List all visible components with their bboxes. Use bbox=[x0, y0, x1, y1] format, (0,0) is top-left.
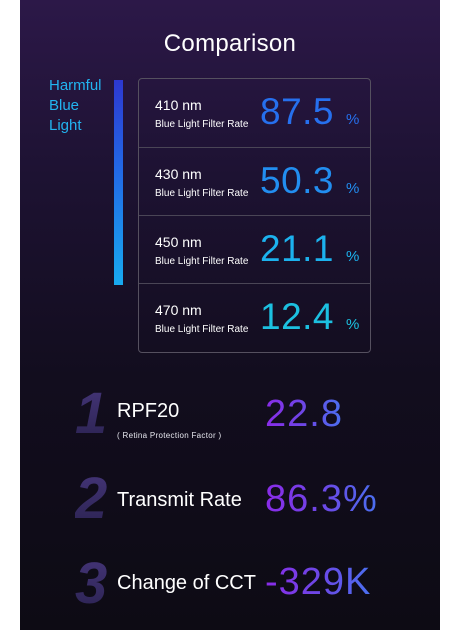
wavelength-label: 410 nm bbox=[155, 97, 202, 113]
percent-unit: % bbox=[346, 316, 360, 333]
percent-unit: % bbox=[346, 111, 360, 128]
filter-rate-caption: Blue Light Filter Rate bbox=[155, 119, 249, 130]
wavelength-label: 450 nm bbox=[155, 234, 202, 250]
side-label-line: Light bbox=[49, 117, 82, 134]
harmful-blue-light-label: Harmful Blue Light bbox=[49, 76, 119, 136]
filter-row-430: 430 nm Blue Light Filter Rate 50.3 % bbox=[139, 147, 370, 215]
filter-row-450: 450 nm Blue Light Filter Rate 21.1 % bbox=[139, 215, 370, 283]
metric-number-3: 3 bbox=[75, 551, 108, 616]
filter-rate-caption: Blue Light Filter Rate bbox=[155, 188, 249, 199]
metric-value-cct: -329K bbox=[265, 561, 372, 603]
wavelength-label: 470 nm bbox=[155, 302, 202, 318]
filter-row-410: 410 nm Blue Light Filter Rate 87.5 % bbox=[139, 79, 370, 147]
percent-unit: % bbox=[346, 180, 360, 197]
metric-number-1: 1 bbox=[75, 381, 108, 446]
side-label-line: Harmful bbox=[49, 77, 102, 94]
filter-rate-value: 50.3 bbox=[260, 160, 335, 201]
filter-rate-value: 12.4 bbox=[260, 296, 335, 337]
wavelength-label: 430 nm bbox=[155, 166, 202, 182]
metric-label-rpf20: RPF20 bbox=[117, 400, 180, 422]
metric-label-transmit-rate: Transmit Rate bbox=[117, 489, 242, 511]
filter-rate-caption: Blue Light Filter Rate bbox=[155, 324, 249, 335]
side-label-line: Blue bbox=[49, 97, 80, 114]
metric-value-rpf20: 22.8 bbox=[265, 393, 343, 435]
filter-rate-value: 21.1 bbox=[260, 228, 335, 269]
metric-number-2: 2 bbox=[75, 466, 108, 531]
comparison-panel: Comparison Harmful Blue Light 410 nm Blu… bbox=[20, 0, 440, 630]
metric-label-cct: Change of CCT bbox=[117, 572, 256, 594]
blue-light-gradient-bar bbox=[114, 80, 123, 285]
metric-value-transmit-rate: 86.3% bbox=[265, 478, 378, 520]
filter-rate-caption: Blue Light Filter Rate bbox=[155, 256, 249, 267]
filter-rate-value: 87.5 bbox=[260, 91, 335, 132]
filter-rate-table: 410 nm Blue Light Filter Rate 87.5 % 430… bbox=[138, 78, 371, 353]
percent-unit: % bbox=[346, 248, 360, 265]
page-title: Comparison bbox=[163, 30, 297, 57]
metric-note-rpf20: ( Retina Protection Factor ) bbox=[117, 431, 222, 440]
filter-row-470: 470 nm Blue Light Filter Rate 12.4 % bbox=[139, 283, 370, 351]
